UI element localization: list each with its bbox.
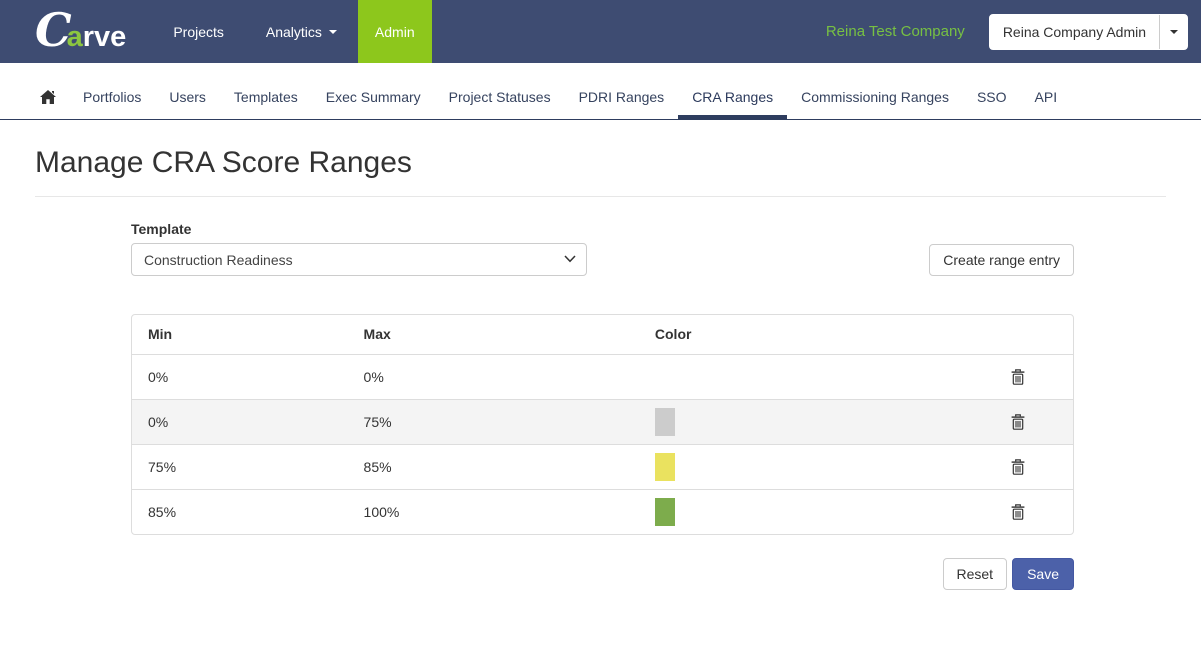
tab-users-label: Users <box>169 89 206 105</box>
tab-project-statuses[interactable]: Project Statuses <box>435 89 565 119</box>
header-action <box>963 315 1073 355</box>
delete-row-button[interactable] <box>1007 410 1029 434</box>
main-nav: Projects Analytics Admin <box>152 0 432 63</box>
action-cell <box>963 399 1073 444</box>
delete-row-button[interactable] <box>1007 500 1029 524</box>
tab-sso[interactable]: SSO <box>963 89 1021 119</box>
max-cell: 75% <box>363 413 392 430</box>
tab-commissioning-ranges[interactable]: Commissioning Ranges <box>787 89 963 119</box>
color-swatch <box>654 407 675 436</box>
user-menu-label: Reina Company Admin <box>1002 23 1146 40</box>
trash-icon <box>1011 504 1025 523</box>
action-cell <box>963 444 1073 489</box>
header-color: Color <box>638 315 964 355</box>
trash-icon <box>1011 458 1025 478</box>
tab-sso-label: SSO <box>976 89 1007 105</box>
template-select[interactable]: Construction Readiness <box>131 243 587 276</box>
nav-item-projects[interactable]: Projects <box>152 0 245 63</box>
tab-pdri-ranges[interactable]: PDRI Ranges <box>565 89 679 119</box>
title-divider <box>35 196 1166 197</box>
user-menu-button[interactable]: Reina Company Admin <box>988 13 1188 50</box>
logo-letter-c: C <box>35 2 72 57</box>
main-content: Template Construction Readiness Create r… <box>131 221 1074 590</box>
tab-cra-ranges-label: CRA Ranges <box>692 89 774 105</box>
min-cell: 0% <box>148 413 169 430</box>
ranges-table-panel: Min Max Color 0% 0% <box>131 314 1074 535</box>
navbar-right: Reina Test Company Reina Company Admin <box>825 13 1201 50</box>
max-cell: 0% <box>363 368 384 385</box>
trash-icon <box>1011 413 1025 433</box>
tab-home[interactable] <box>40 90 69 119</box>
tab-templates[interactable]: Templates <box>220 89 312 119</box>
color-cell <box>639 354 963 399</box>
company-name: Reina Test Company <box>825 23 965 40</box>
template-form-row: Template Construction Readiness Create r… <box>131 221 1074 276</box>
table-row: 75% 85% <box>132 444 1073 489</box>
max-cell: 85% <box>363 458 392 475</box>
caret-down-icon <box>328 29 337 34</box>
tab-portfolios-label: Portfolios <box>83 89 142 105</box>
header-min: Min <box>132 315 348 355</box>
tab-api[interactable]: API <box>1021 89 1072 119</box>
ranges-table: Min Max Color 0% 0% <box>132 315 1073 534</box>
table-row: 0% 0% <box>132 354 1073 399</box>
nav-projects-label: Projects <box>173 23 224 40</box>
logo-letter-a: a <box>66 20 83 53</box>
tab-project-statuses-label: Project Statuses <box>448 89 551 105</box>
tab-templates-label: Templates <box>233 89 298 105</box>
tab-api-label: API <box>1034 89 1058 105</box>
color-cell <box>639 444 963 489</box>
tab-commissioning-ranges-label: Commissioning Ranges <box>801 89 949 105</box>
min-cell: 85% <box>148 503 177 520</box>
nav-item-analytics[interactable]: Analytics <box>245 0 358 63</box>
tab-exec-summary-label: Exec Summary <box>325 89 421 105</box>
logo-letters-rve: rve <box>82 20 127 53</box>
color-swatch <box>654 497 675 526</box>
caret-down-icon <box>1169 29 1178 34</box>
tab-cra-ranges[interactable]: CRA Ranges <box>678 89 787 119</box>
table-header-row: Min Max Color <box>132 315 1073 355</box>
trash-icon <box>1011 368 1025 388</box>
table-row: 0% 75% <box>132 399 1073 444</box>
header-max: Max <box>347 315 639 355</box>
table-row: 85% 100% <box>132 489 1073 534</box>
reset-button[interactable]: Reset <box>942 558 1008 590</box>
admin-tabbar: Portfolios Users Templates Exec Summary … <box>0 63 1201 120</box>
create-range-entry-button[interactable]: Create range entry <box>929 244 1074 276</box>
nav-admin-label: Admin <box>374 23 415 40</box>
footer-actions: Reset Save <box>131 558 1074 590</box>
template-label: Template <box>131 221 192 237</box>
color-cell <box>639 399 963 444</box>
tab-portfolios[interactable]: Portfolios <box>69 89 155 119</box>
template-field: Template Construction Readiness <box>131 221 587 276</box>
page-title: Manage CRA Score Ranges <box>35 146 412 179</box>
color-swatch <box>654 452 675 481</box>
save-button[interactable]: Save <box>1012 558 1074 590</box>
nav-item-admin[interactable]: Admin <box>357 0 432 63</box>
color-cell <box>639 489 963 534</box>
delete-row-button[interactable] <box>1007 455 1029 479</box>
tab-pdri-ranges-label: PDRI Ranges <box>578 89 665 105</box>
action-cell <box>963 354 1073 399</box>
user-menu-caret[interactable] <box>1159 14 1187 49</box>
min-cell: 75% <box>148 458 177 475</box>
tab-users[interactable]: Users <box>155 89 220 119</box>
nav-analytics-label: Analytics <box>265 23 322 40</box>
min-cell: 0% <box>148 368 169 385</box>
tab-exec-summary[interactable]: Exec Summary <box>312 89 435 119</box>
template-select-wrap: Construction Readiness <box>131 243 587 276</box>
max-cell: 100% <box>363 503 400 520</box>
home-icon <box>40 90 56 108</box>
action-cell <box>963 489 1073 534</box>
delete-row-button[interactable] <box>1007 365 1029 389</box>
